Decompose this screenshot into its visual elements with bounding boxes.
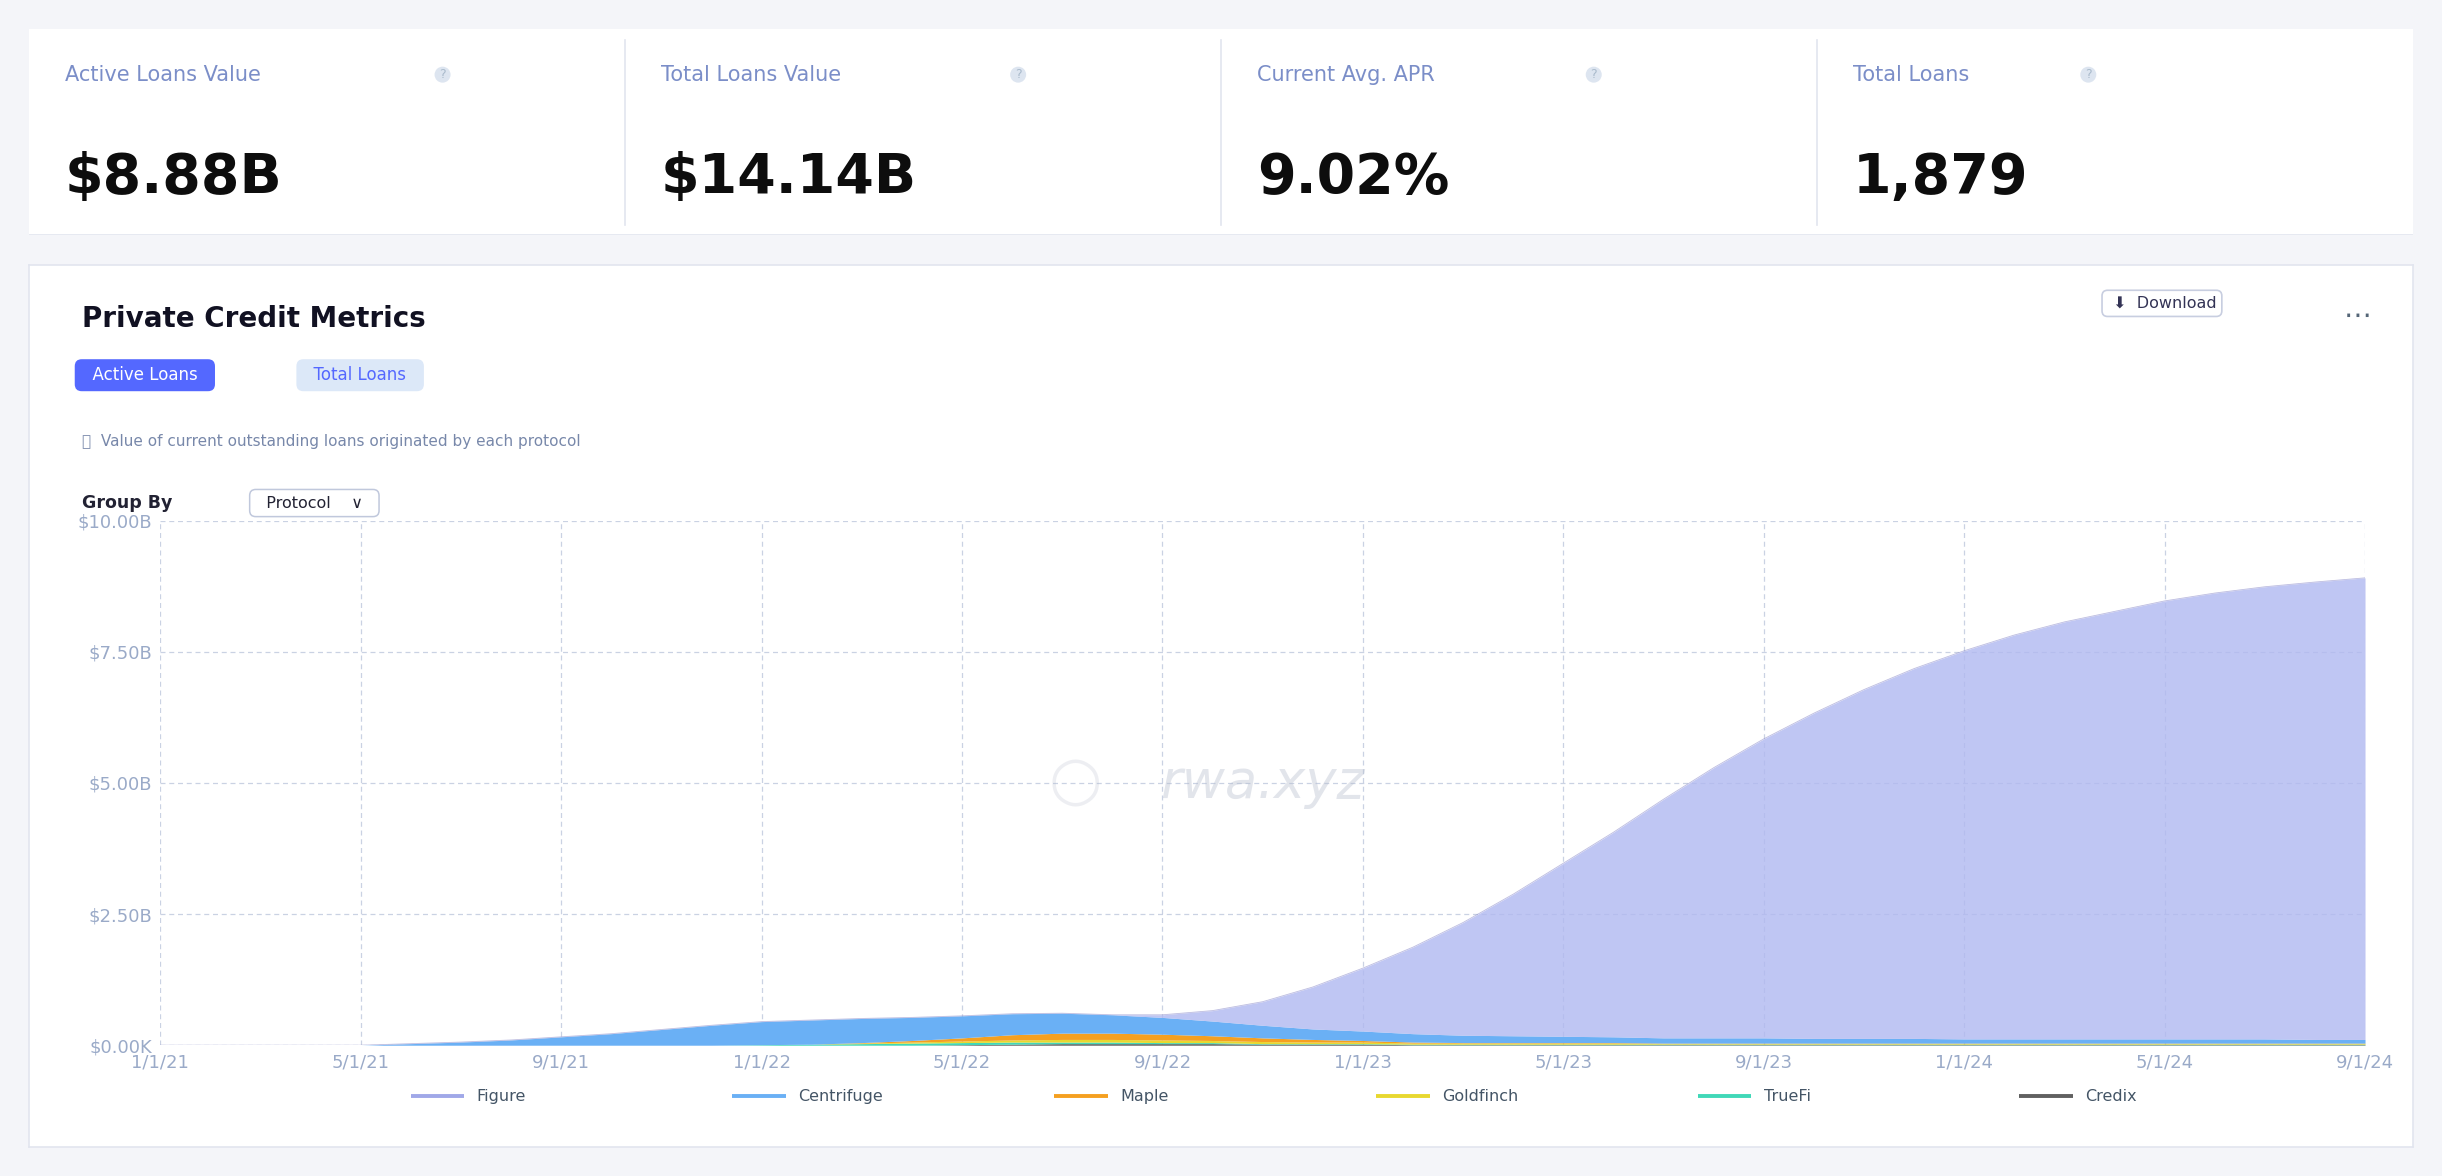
Text: 9.02%: 9.02%	[1258, 151, 1448, 205]
Text: Total Loans: Total Loans	[303, 366, 418, 385]
Text: Figure: Figure	[476, 1089, 525, 1104]
Text: Active Loans Value: Active Loans Value	[66, 65, 261, 85]
Text: $14.14B: $14.14B	[662, 151, 918, 205]
Text: $8.88B: $8.88B	[66, 151, 283, 205]
Text: ⓘ  Value of current outstanding loans originated by each protocol: ⓘ Value of current outstanding loans ori…	[81, 434, 581, 449]
Text: Maple: Maple	[1121, 1089, 1167, 1104]
Text: TrueFi: TrueFi	[1763, 1089, 1810, 1104]
Text: Goldfinch: Goldfinch	[1441, 1089, 1519, 1104]
Text: 1,879: 1,879	[1853, 151, 2029, 205]
Text: ⬇  Download: ⬇ Download	[2107, 296, 2217, 310]
Text: Active Loans: Active Loans	[81, 366, 208, 385]
Text: Centrifuge: Centrifuge	[799, 1089, 884, 1104]
Text: ?: ?	[2085, 68, 2093, 81]
Text: Group By: Group By	[81, 494, 171, 512]
Text: Total Loans: Total Loans	[1853, 65, 1968, 85]
Text: Protocol    ∨: Protocol ∨	[256, 495, 374, 510]
Text: Private Credit Metrics: Private Credit Metrics	[81, 305, 425, 333]
Text: ?: ?	[1590, 68, 1597, 81]
Text: Total Loans Value: Total Loans Value	[662, 65, 840, 85]
Text: Credix: Credix	[2085, 1089, 2137, 1104]
Text: rwa.xyz: rwa.xyz	[1160, 757, 1365, 809]
Text: Current Avg. APR: Current Avg. APR	[1258, 65, 1433, 85]
Text: ⋯: ⋯	[2344, 302, 2371, 330]
Text: ?: ?	[440, 68, 447, 81]
Text: ?: ?	[1016, 68, 1021, 81]
Text: ○: ○	[1048, 754, 1101, 813]
